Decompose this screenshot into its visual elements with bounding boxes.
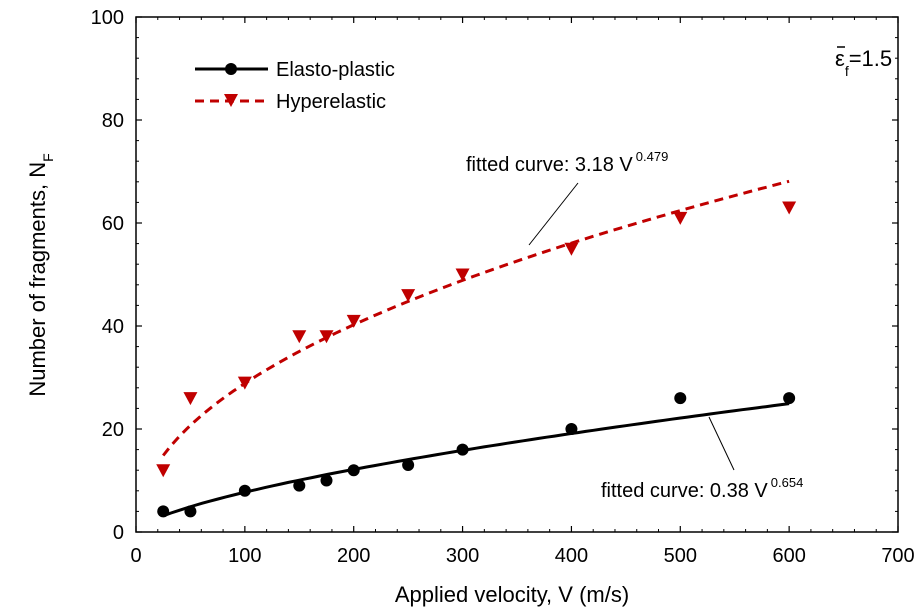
y-axis-title-sub: F	[40, 153, 56, 162]
data-point-hyper	[564, 242, 579, 256]
legend-label-elasto: Elasto-plastic	[276, 59, 395, 81]
y-tick-label: 20	[102, 419, 124, 441]
fit-annotation-hyper-text: fitted curve: 3.18 V	[466, 154, 633, 176]
data-point-hyper	[346, 314, 361, 328]
fit-annotation-elasto: fitted curve: 0.38 V 0.654	[601, 416, 803, 502]
fit-annotation-hyper-pointer	[528, 182, 579, 246]
data-point-elasto	[783, 392, 796, 405]
legend: Elasto-plastic Hyperelastic	[195, 59, 395, 113]
data-point-hyper	[782, 201, 797, 215]
legend-marker-elasto	[225, 63, 237, 75]
x-tick-label: 0	[130, 545, 141, 567]
data-point-elasto	[320, 474, 333, 487]
strain-label: εf=1.5	[835, 46, 892, 79]
x-tick-label: 700	[881, 545, 914, 567]
data-point-elasto	[347, 464, 360, 477]
y-tick-label: 0	[113, 522, 124, 544]
axis-ticks: 0 100 200 300 400 500 600 700 0 20 40 60 80 100	[91, 7, 915, 567]
fit-curves	[162, 179, 790, 518]
x-axis-title: Applied velocity, V (m/s)	[395, 582, 629, 607]
y-tick-label: 100	[91, 7, 124, 29]
x-tick-label: 300	[446, 545, 479, 567]
fit-curve-elasto	[162, 402, 790, 518]
strain-symbol: ε	[835, 46, 845, 71]
fit-annotation-hyper-exp: 0.479	[636, 149, 669, 164]
fit-curve-hyper	[162, 179, 790, 457]
legend-label-hyper: Hyperelastic	[276, 91, 386, 113]
data-markers	[156, 201, 797, 518]
fit-annotation-elasto-exp: 0.654	[771, 475, 804, 490]
x-tick-label: 200	[337, 545, 370, 567]
data-point-hyper	[455, 268, 470, 282]
data-point-hyper	[156, 464, 171, 478]
fit-annotation-elasto-text: fitted curve: 0.38 V	[601, 480, 768, 502]
y-tick-label: 40	[102, 316, 124, 338]
svg-text:Number of fragments, NF: Number of fragments, NF	[25, 153, 56, 396]
fit-annotation-elasto-pointer	[708, 416, 735, 471]
y-tick-label: 60	[102, 213, 124, 235]
data-point-elasto	[402, 459, 415, 472]
x-tick-label: 400	[555, 545, 588, 567]
svg-text:fitted curve: 0.38 V0.654: fitted curve: 0.38 V 0.654	[601, 475, 803, 502]
x-tick-label: 600	[772, 545, 805, 567]
data-point-elasto	[674, 392, 687, 405]
fit-annotation-hyper: fitted curve: 3.18 V 0.479	[466, 149, 668, 246]
svg-text:εf=1.5: εf=1.5	[835, 46, 892, 79]
strain-subscript: f	[845, 63, 849, 79]
x-tick-label: 500	[664, 545, 697, 567]
data-point-hyper	[401, 289, 416, 303]
data-point-elasto	[293, 479, 306, 492]
y-axis-title-main: Number of fragments, N	[25, 162, 50, 397]
data-point-hyper	[319, 330, 334, 344]
data-point-elasto	[238, 484, 251, 497]
data-point-hyper	[237, 376, 252, 390]
y-axis-title: Number of fragments, NF	[25, 153, 56, 396]
data-point-hyper	[673, 211, 688, 225]
plot-frame	[135, 16, 899, 533]
strain-value: =1.5	[849, 46, 892, 71]
axes	[135, 16, 899, 533]
data-point-elasto	[565, 423, 578, 435]
data-point-elasto	[157, 505, 170, 518]
data-point-hyper	[183, 392, 198, 406]
data-point-elasto	[184, 505, 197, 518]
x-tick-label: 100	[228, 545, 261, 567]
data-point-elasto	[456, 443, 469, 456]
y-tick-label: 80	[102, 110, 124, 132]
svg-text:fitted curve: 3.18 V0.479: fitted curve: 3.18 V 0.479	[466, 149, 668, 176]
legend-marker-hyper	[224, 94, 238, 107]
data-point-hyper	[292, 330, 307, 344]
